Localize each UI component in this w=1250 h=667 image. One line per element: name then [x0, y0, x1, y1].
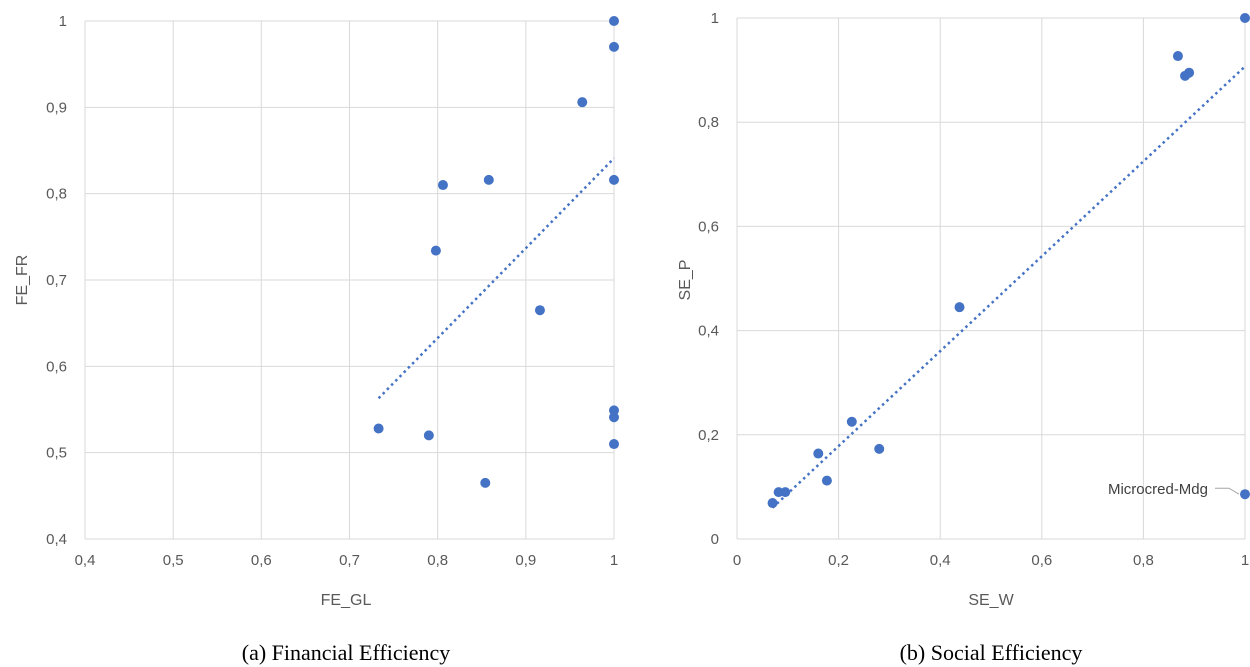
x-tick-label: 0,5	[163, 552, 184, 569]
panel-caption: (a) Financial Efficiency	[242, 640, 451, 665]
x-axis-label: FE_GL	[321, 592, 372, 609]
y-tick-label: 0,2	[698, 427, 719, 444]
trendline	[377, 157, 615, 400]
grid-lines	[84, 20, 615, 540]
y-tick-label: 0,8	[698, 114, 719, 131]
y-tick-label: 0,4	[46, 531, 67, 548]
annotation-leader-line	[1215, 487, 1240, 495]
data-point	[846, 416, 857, 427]
x-tick-label: 0,9	[515, 552, 536, 569]
y-tick-label: 1	[59, 13, 67, 30]
data-point	[609, 439, 619, 450]
data-point	[813, 448, 824, 459]
y-tick-label: 0,6	[698, 218, 719, 235]
data-point	[609, 174, 619, 185]
annotation: Microcred-Mdg	[1108, 481, 1240, 498]
x-tick-label: 0,4	[930, 552, 951, 569]
data-point	[1172, 51, 1183, 62]
data-point	[437, 180, 448, 191]
y-tick-label: 0,9	[46, 99, 67, 116]
data-point	[767, 498, 778, 509]
data-point	[373, 423, 384, 434]
trendline-path	[377, 157, 615, 400]
data-points	[373, 16, 619, 488]
data-point	[609, 412, 619, 423]
data-point	[1184, 67, 1195, 78]
data-point	[609, 405, 619, 416]
x-tick-label: 0,8	[427, 552, 448, 569]
y-tick-label: 0	[711, 531, 719, 548]
chart-social-efficiency: 0 0,2 0,4 0,6 0,8 1 0 0,2 0,4 0,6 0,8 1 Microcred-M…	[677, 10, 1250, 665]
data-point	[954, 302, 965, 313]
annotation-label: Microcred-Mdg	[1108, 481, 1208, 498]
trendline-path	[771, 65, 1246, 509]
x-tick-label: 0,6	[251, 552, 272, 569]
x-tick-label: 0,7	[339, 552, 360, 569]
y-tick-label: 1	[711, 10, 719, 27]
y-tick-label: 0,6	[46, 358, 67, 375]
tick-labels: 0,4 0,5 0,6 0,7 0,8 0,9 1 0,4 0,5 0,6 0,7 0,8 0,9 1	[46, 13, 618, 569]
grid-lines	[736, 17, 1246, 540]
data-point	[534, 305, 545, 316]
data-point	[780, 487, 791, 498]
x-tick-label: 0,4	[75, 552, 96, 569]
data-point	[430, 245, 441, 256]
y-tick-label: 0,5	[46, 445, 67, 462]
data-point	[483, 174, 494, 185]
y-tick-label: 0,8	[46, 186, 67, 203]
data-point	[1240, 13, 1250, 23]
panel-caption: (b) Social Efficiency	[900, 640, 1083, 665]
x-tick-label: 0,2	[828, 552, 849, 569]
x-axis-label: SE_W	[968, 592, 1014, 609]
x-tick-label: 0	[733, 552, 741, 569]
data-point	[609, 16, 619, 26]
x-tick-label: 0,6	[1031, 552, 1052, 569]
data-point	[1240, 489, 1250, 500]
data-point	[874, 443, 885, 454]
data-point	[423, 430, 434, 441]
x-tick-label: 1	[610, 552, 618, 569]
y-axis-label: FE_FR	[14, 255, 31, 306]
y-tick-label: 0,7	[46, 272, 67, 289]
x-tick-label: 0,8	[1133, 552, 1154, 569]
data-point	[480, 477, 491, 488]
tick-labels: 0 0,2 0,4 0,6 0,8 1 0 0,2 0,4 0,6 0,8 1	[698, 10, 1249, 569]
data-point	[609, 41, 619, 52]
data-point	[821, 475, 832, 486]
y-axis-label: SE_P	[677, 260, 694, 301]
x-tick-label: 1	[1241, 552, 1249, 569]
y-tick-label: 0,4	[698, 323, 719, 340]
data-point	[577, 97, 588, 108]
chart-financial-efficiency: 0,4 0,5 0,6 0,7 0,8 0,9 1 0,4 0,5 0,6 0,7 0,8 0,9 1 F…	[14, 13, 619, 665]
data-points	[767, 13, 1250, 509]
trendline	[771, 65, 1246, 509]
